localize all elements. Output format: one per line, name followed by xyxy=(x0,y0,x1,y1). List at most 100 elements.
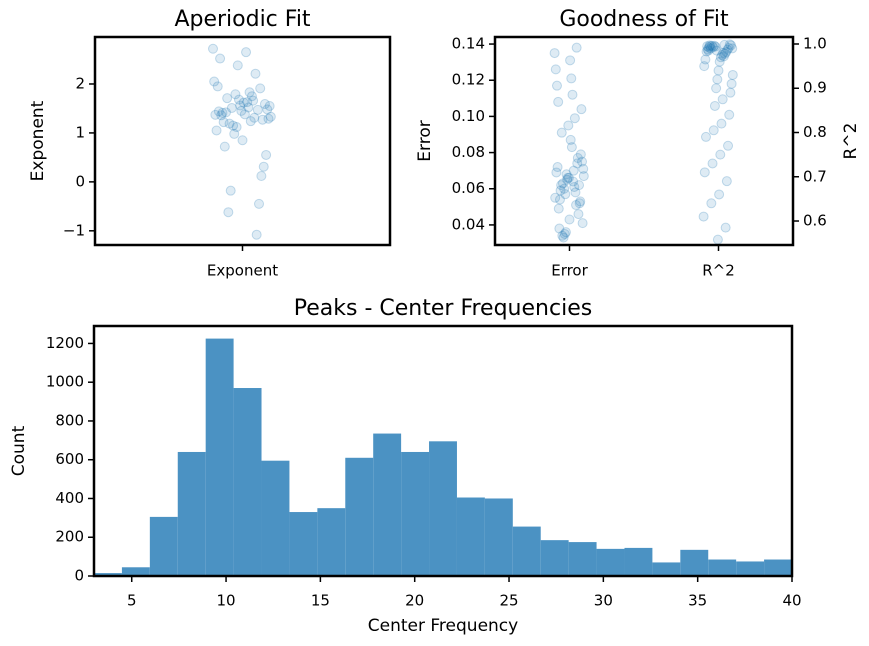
point xyxy=(212,81,223,92)
point xyxy=(572,153,583,164)
point xyxy=(724,39,735,50)
point xyxy=(232,60,243,71)
bar xyxy=(652,562,681,576)
point xyxy=(235,100,246,111)
point xyxy=(557,178,568,189)
bar xyxy=(94,573,122,576)
point xyxy=(715,149,726,160)
point xyxy=(702,41,713,52)
bar xyxy=(317,508,346,576)
point xyxy=(562,172,573,183)
point xyxy=(560,227,571,238)
point xyxy=(718,51,729,62)
bar xyxy=(121,567,150,576)
bar xyxy=(261,460,290,576)
point xyxy=(233,94,244,105)
x-tick-label: 15 xyxy=(311,592,330,610)
point xyxy=(249,112,260,123)
point xyxy=(699,61,710,72)
y-tick-label: 200 xyxy=(55,528,84,546)
point xyxy=(220,107,231,118)
point xyxy=(727,43,738,54)
point xyxy=(571,42,582,53)
point xyxy=(575,196,586,207)
point xyxy=(720,48,731,59)
point xyxy=(719,39,730,50)
y-tick-label: 800 xyxy=(55,411,84,429)
y-tick-label: 0 xyxy=(74,567,84,585)
point xyxy=(258,161,269,172)
point xyxy=(727,69,738,80)
point xyxy=(237,135,248,146)
bar xyxy=(624,547,653,576)
point xyxy=(720,222,731,233)
y2-tick-label: 0.7 xyxy=(803,167,827,185)
point xyxy=(219,141,230,152)
point xyxy=(225,185,236,196)
point xyxy=(578,171,589,182)
bar xyxy=(512,526,541,576)
point xyxy=(574,198,585,209)
point xyxy=(566,142,577,153)
y2-tick-label: 0.8 xyxy=(803,123,827,141)
point xyxy=(251,229,262,240)
point xyxy=(236,105,247,116)
point xyxy=(558,232,569,243)
point xyxy=(722,44,733,55)
point xyxy=(230,89,241,100)
y-tick-label: 0.08 xyxy=(452,143,485,161)
point xyxy=(724,109,735,120)
point xyxy=(565,134,576,145)
point xyxy=(560,189,571,200)
point xyxy=(721,46,732,57)
point xyxy=(725,87,736,98)
frame xyxy=(92,324,794,578)
bar xyxy=(233,388,262,576)
point xyxy=(578,163,589,174)
point xyxy=(699,167,710,178)
y-tick-label: 1000 xyxy=(46,373,84,391)
point xyxy=(263,113,274,124)
y-tick-label: 0.14 xyxy=(452,35,485,53)
y-axis-label: Exponent xyxy=(28,100,48,181)
point xyxy=(557,230,568,241)
point xyxy=(231,122,242,133)
point xyxy=(709,40,720,51)
point xyxy=(700,54,711,65)
bar xyxy=(401,451,430,576)
bar xyxy=(540,540,569,576)
y-axis-label: Count xyxy=(9,425,29,476)
point xyxy=(245,116,256,127)
point xyxy=(211,125,222,136)
point xyxy=(224,118,235,129)
point xyxy=(250,68,261,79)
bar xyxy=(484,498,513,576)
x-axis-label: Center Frequency xyxy=(368,616,518,636)
point xyxy=(226,102,237,113)
point xyxy=(714,56,725,67)
point xyxy=(718,47,729,58)
chart-title: Goodness of Fit xyxy=(559,7,729,32)
point xyxy=(216,110,227,121)
x-tick-label: 25 xyxy=(499,592,518,610)
point xyxy=(701,46,712,57)
y-tick-label: 400 xyxy=(55,489,84,507)
point xyxy=(223,207,234,218)
point xyxy=(564,214,575,225)
bar xyxy=(736,561,765,576)
y-tick-label: −1 xyxy=(63,221,85,239)
point xyxy=(708,125,719,136)
point xyxy=(255,83,266,94)
bar xyxy=(429,441,457,576)
frame xyxy=(493,35,795,247)
frame xyxy=(93,35,392,247)
point xyxy=(710,41,721,52)
bar xyxy=(205,338,234,576)
point xyxy=(265,111,276,122)
point xyxy=(570,187,581,198)
point xyxy=(711,83,722,94)
bar xyxy=(568,542,597,576)
point xyxy=(559,183,570,194)
point xyxy=(213,106,224,117)
point xyxy=(208,43,218,54)
